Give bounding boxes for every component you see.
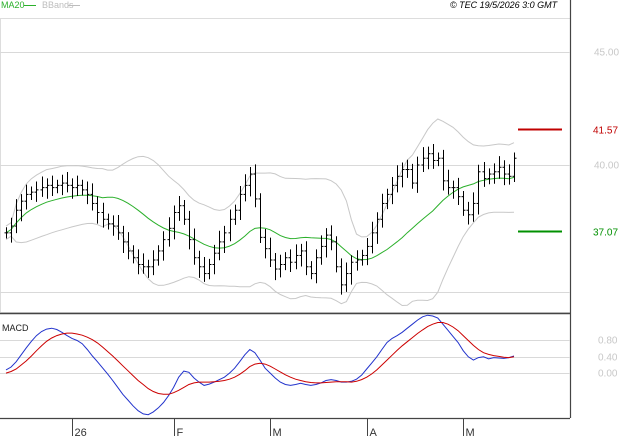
copyright-notice: © TEC 19/5/2026 3:0 GMT <box>450 0 558 10</box>
legend-bbands-swatch <box>68 5 80 6</box>
support-level-label: 37.07 <box>593 228 618 239</box>
signal-line <box>5 322 515 395</box>
macd-line <box>5 314 515 416</box>
bollinger-lower-band <box>5 211 515 307</box>
legend-ma20-swatch <box>24 5 36 6</box>
price-tick-label: 40.00 <box>594 161 619 172</box>
x-axis-tick-label: F <box>177 427 184 439</box>
x-axis-tick-label: A <box>370 427 378 439</box>
bollinger-upper-band <box>5 118 515 238</box>
price-tick-label: 45.00 <box>594 48 619 59</box>
macd-tick-label: 0.80 <box>598 336 618 347</box>
resistance-level-label: 41.57 <box>593 126 618 137</box>
x-axis-tick-label: M <box>273 427 282 439</box>
macd-tick-label: 0.40 <box>598 353 618 364</box>
legend-bbands: BBands <box>42 0 74 10</box>
macd-panel-label: MACD <box>2 323 29 333</box>
x-axis-tick-label: M <box>466 427 475 439</box>
legend-ma20: MA20 <box>1 0 25 10</box>
x-axis-tick-label: 26 <box>75 427 87 439</box>
macd-tick-label: 0.00 <box>598 369 618 380</box>
